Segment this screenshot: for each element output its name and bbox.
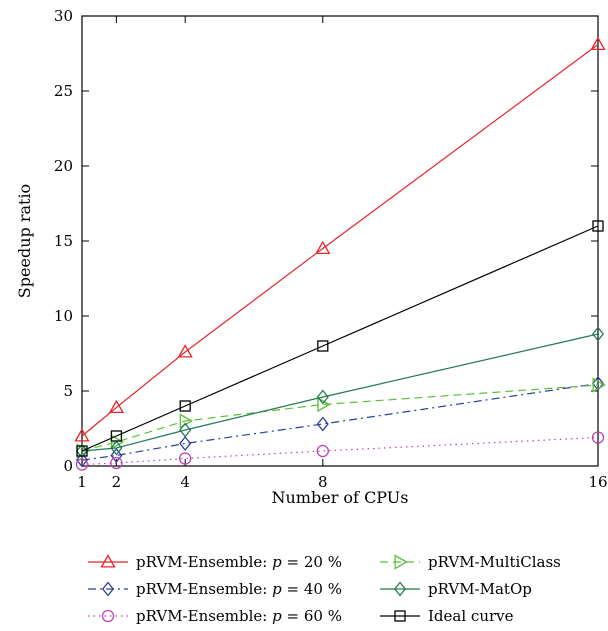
data-point <box>110 447 123 464</box>
data-point <box>110 440 123 456</box>
series-layer <box>74 36 606 471</box>
data-point <box>75 443 89 459</box>
x-tick-label: 16 <box>588 473 607 491</box>
data-point <box>316 444 329 458</box>
series-4 <box>75 326 605 459</box>
y-tick-label: 15 <box>54 232 73 250</box>
legend-label: pRVM-MatOp <box>428 580 532 598</box>
data-point <box>108 399 125 414</box>
y-tick-label: 30 <box>54 7 73 25</box>
y-axis-label: Speedup ratio <box>15 184 34 298</box>
legend-marker <box>101 609 115 623</box>
x-axis-ticks: 1 2 4 8 16 <box>77 16 608 491</box>
data-point <box>75 452 89 468</box>
data-point <box>590 36 606 51</box>
legend-label: pRVM-MultiClass <box>428 553 561 571</box>
legend: pRVM-Ensemble: p = 20 % pRVM-Ensemble: p … <box>88 553 561 625</box>
legend-item: pRVM-Ensemble: p = 40 % <box>88 580 342 598</box>
data-point <box>316 389 329 405</box>
series-line <box>81 225 599 452</box>
legend-marker <box>393 581 407 597</box>
x-tick-label: 1 <box>77 473 87 491</box>
x-axis-label: Number of CPUs <box>272 488 409 507</box>
data-point <box>316 416 329 432</box>
x-tick-label: 8 <box>318 473 328 491</box>
data-point <box>74 428 90 442</box>
series-0 <box>74 36 606 442</box>
legend-label: pRVM-Ensemble: p = 40 % <box>136 580 342 598</box>
legend-marker <box>394 610 406 622</box>
x-tick-label: 2 <box>112 473 122 491</box>
series-line <box>81 44 599 437</box>
data-point <box>592 377 606 393</box>
series-line <box>81 382 599 461</box>
data-point <box>110 456 123 470</box>
y-tick-label: 10 <box>54 307 73 325</box>
y-tick-label: 0 <box>63 457 73 475</box>
data-point <box>592 220 604 232</box>
series-1 <box>75 375 605 468</box>
data-point <box>177 344 193 358</box>
data-point <box>315 240 331 255</box>
legend-marker <box>100 554 116 568</box>
data-point <box>591 431 605 444</box>
series-line <box>81 333 599 452</box>
data-point <box>110 430 123 442</box>
data-point <box>179 422 192 438</box>
legend-marker <box>101 581 115 597</box>
series-2 <box>75 431 605 471</box>
series-5 <box>76 220 604 457</box>
data-point <box>317 340 329 352</box>
data-point <box>317 396 331 413</box>
legend-item: pRVM-Ensemble: p = 20 % <box>88 553 342 571</box>
legend-item: pRVM-MultiClass <box>380 553 561 571</box>
y-tick-label: 20 <box>54 157 73 175</box>
data-point <box>76 445 88 457</box>
data-point <box>75 458 89 471</box>
x-tick-label: 4 <box>180 473 190 491</box>
data-point <box>179 435 192 452</box>
y-tick-label: 25 <box>54 82 73 100</box>
legend-item: Ideal curve <box>380 607 514 625</box>
data-point <box>591 326 605 342</box>
plot-frame <box>81 15 599 467</box>
data-point <box>179 400 191 412</box>
data-point <box>110 434 125 450</box>
legend-item: pRVM-MatOp <box>380 580 532 598</box>
legend-label: pRVM-Ensemble: p = 20 % <box>136 553 342 571</box>
series-line <box>81 384 599 452</box>
y-axis-ticks: 0 5 10 15 20 25 30 <box>54 7 598 475</box>
series-line <box>81 436 599 466</box>
legend-marker <box>394 554 408 570</box>
data-point <box>591 375 605 392</box>
legend-label: pRVM-Ensemble: p = 60 % <box>136 607 342 625</box>
y-tick-label: 5 <box>63 382 73 400</box>
legend-item: pRVM-Ensemble: p = 60 % <box>88 607 342 625</box>
legend-label: Ideal curve <box>428 607 514 625</box>
data-point <box>179 452 192 465</box>
